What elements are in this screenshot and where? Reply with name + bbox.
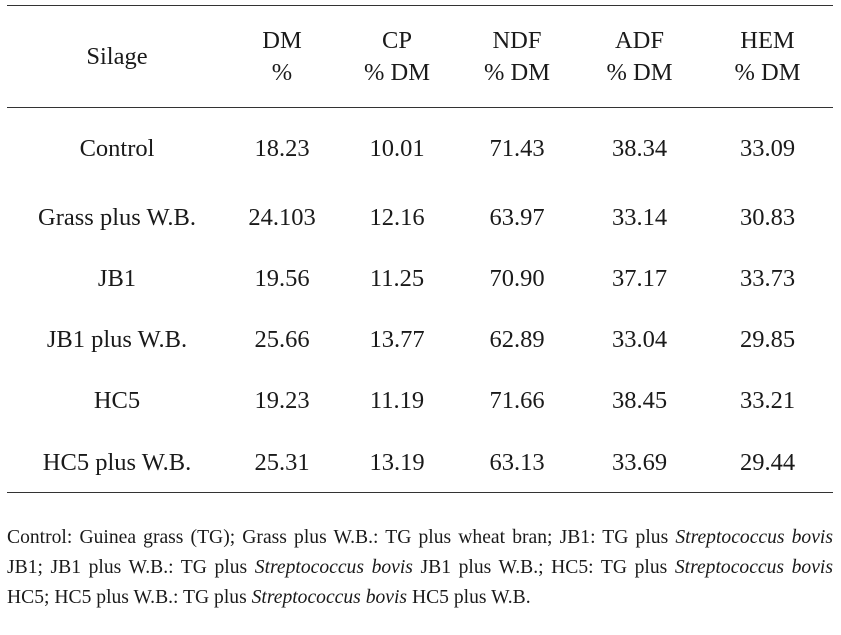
cell-dm: 24.103	[248, 203, 316, 231]
header-adf-label: ADF	[614, 26, 664, 54]
table-header-rule	[7, 107, 833, 108]
table-row: Control 18.23 10.01 71.43 38.34 33.09	[7, 107, 833, 187]
cell-adf: 38.45	[611, 386, 668, 414]
table-body: Control 18.23 10.01 71.43 38.34 33.09 Gr…	[7, 107, 833, 494]
cell-hem: 29.85	[739, 325, 796, 353]
footnote-text: JB1 plus W.B.; HC5: TG plus	[412, 556, 675, 578]
table-row: HC5 plus W.B. 25.31 13.19 63.13 33.69 29…	[7, 431, 833, 494]
header-adf-unit: % DM	[606, 58, 673, 86]
footnote-species-name: Streptococcus bovis	[251, 586, 408, 608]
cell-adf: 38.34	[611, 135, 668, 162]
footnote-text: JB1; JB1 plus W.B.: TG plus	[7, 556, 255, 578]
table-row: Grass plus W.B. 24.103 12.16 63.97 33.14…	[7, 187, 833, 248]
cell-ndf: 63.97	[489, 203, 545, 231]
cell-hem: 29.44	[739, 448, 796, 476]
silage-composition-table: Silage DM % CP % DM NDF % DM ADF % DM HE…	[7, 6, 833, 494]
table-row: HC5 19.23 11.19 71.66 38.45 33.21	[7, 370, 833, 431]
cell-silage: Grass plus W.B.	[38, 203, 196, 231]
header-silage: Silage	[7, 6, 227, 107]
footnote-text: HC5 plus W.B.	[407, 586, 531, 608]
cell-adf: 33.69	[611, 448, 668, 476]
cell-ndf: 62.89	[489, 325, 545, 353]
cell-dm: 25.66	[254, 325, 310, 353]
footnote-text: HC5; HC5 plus W.B.: TG plus	[7, 586, 252, 608]
cell-hem: 33.21	[739, 386, 796, 414]
header-cp-unit: % DM	[363, 58, 430, 86]
cell-silage: HC5	[93, 386, 141, 414]
header-dm: DM %	[227, 6, 337, 107]
cell-silage: JB1 plus W.B.	[46, 325, 188, 353]
table-row: JB1 plus W.B. 25.66 13.77 62.89 33.04 29…	[7, 309, 833, 370]
header-row: Silage DM % CP % DM NDF % DM ADF % DM HE…	[7, 6, 833, 107]
header-ndf-label: NDF	[492, 26, 542, 54]
header-dm-label: DM	[262, 26, 302, 54]
cell-ndf: 70.90	[489, 264, 545, 292]
cell-adf: 33.04	[611, 325, 668, 353]
cell-cp: 10.01	[369, 135, 425, 162]
header-silage-label: Silage	[86, 42, 148, 70]
cell-hem: 33.73	[739, 264, 796, 292]
cell-adf: 37.17	[611, 264, 668, 292]
header-ndf-unit: % DM	[483, 58, 550, 86]
cell-dm: 18.23	[254, 135, 310, 162]
header-cp: CP % DM	[337, 6, 457, 107]
header-adf: ADF % DM	[577, 6, 702, 107]
cell-hem: 33.09	[739, 135, 796, 162]
table-row: JB1 19.56 11.25 70.90 37.17 33.73	[7, 248, 833, 309]
cell-adf: 33.14	[611, 203, 668, 231]
header-hem-unit: % DM	[734, 58, 801, 86]
cell-dm: 19.23	[254, 386, 310, 414]
table-bottom-rule	[7, 492, 833, 493]
footnote-text: Control: Guinea grass (TG); Grass plus W…	[7, 526, 676, 548]
cell-ndf: 71.66	[489, 386, 545, 414]
footnote-species-name: Streptococcus bovis	[675, 526, 833, 548]
cell-hem: 30.83	[739, 203, 796, 231]
cell-silage: HC5 plus W.B.	[42, 448, 192, 476]
cell-ndf: 63.13	[489, 448, 545, 476]
cell-dm: 25.31	[254, 448, 310, 476]
header-dm-unit: %	[271, 58, 293, 86]
cell-cp: 13.77	[369, 325, 425, 353]
footnote-species-name: Streptococcus bovis	[674, 556, 833, 578]
header-hem: HEM % DM	[702, 6, 833, 107]
table-top-rule	[7, 5, 833, 6]
footnote-species-name: Streptococcus bovis	[254, 556, 413, 578]
header-hem-label: HEM	[740, 26, 795, 54]
cell-silage: Control	[79, 135, 155, 162]
cell-silage: JB1	[97, 264, 137, 292]
table-header: Silage DM % CP % DM NDF % DM ADF % DM HE…	[7, 6, 833, 107]
header-cp-label: CP	[382, 26, 412, 54]
header-ndf: NDF % DM	[457, 6, 577, 107]
cell-cp: 11.19	[369, 386, 425, 414]
cell-cp: 12.16	[369, 203, 425, 231]
cell-ndf: 71.43	[489, 135, 545, 162]
cell-cp: 11.25	[369, 264, 425, 292]
cell-dm: 19.56	[254, 264, 310, 292]
table-footnote: Control: Guinea grass (TG); Grass plus W…	[7, 523, 833, 613]
cell-cp: 13.19	[369, 448, 425, 476]
